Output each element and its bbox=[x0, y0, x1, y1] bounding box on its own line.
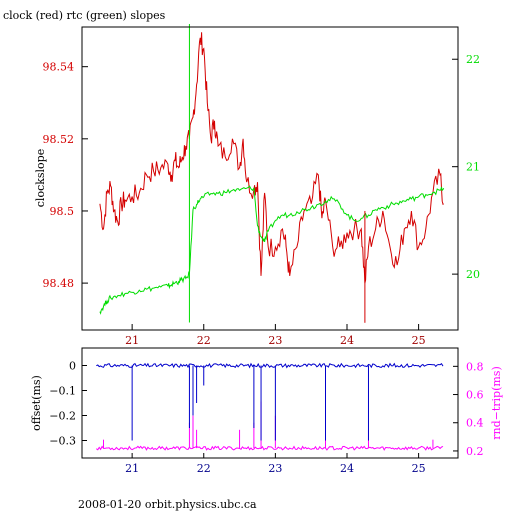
bottom-right-tick-label: 0.2 bbox=[466, 445, 484, 458]
bottom-x-tick-label: 25 bbox=[412, 462, 426, 475]
bottom-right-axis-label: rnd−trip(ms) bbox=[490, 366, 503, 440]
footer-text: 2008-01-20 orbit.physics.ubc.ca bbox=[78, 498, 257, 511]
top-plot-frame bbox=[81, 26, 459, 331]
top-left-tick-label: 98.54 bbox=[43, 61, 75, 74]
bottom-left-tick-label: −0.1 bbox=[49, 385, 76, 398]
top-x-tick-label: 23 bbox=[268, 334, 282, 347]
bottom-x-tick-label: 24 bbox=[340, 462, 354, 475]
series-offset-line bbox=[96, 362, 444, 369]
series-clock-line bbox=[99, 32, 444, 284]
bottom-right-tick-label: 0.6 bbox=[466, 389, 484, 402]
top-x-tick-label: 25 bbox=[412, 334, 426, 347]
bottom-left-tick-label: −0.2 bbox=[49, 410, 76, 423]
bottom-left-axis-label: offset(ms) bbox=[30, 375, 43, 431]
bottom-x-tick-label: 21 bbox=[125, 462, 139, 475]
bottom-x-tick-label: 22 bbox=[197, 462, 211, 475]
top-right-tick-label: 21 bbox=[466, 161, 480, 174]
top-x-tick-label: 21 bbox=[125, 334, 139, 347]
series-rndtrip-line bbox=[96, 445, 444, 451]
top-left-tick-label: 98.48 bbox=[43, 277, 75, 290]
top-left-tick-label: 98.52 bbox=[43, 133, 75, 146]
top-right-tick-label: 20 bbox=[466, 268, 480, 281]
top-x-tick-label: 22 bbox=[197, 334, 211, 347]
chart-title: clock (red) rtc (green) slopes bbox=[3, 9, 166, 22]
series-rtc-line bbox=[99, 185, 445, 315]
bottom-x-tick-label: 23 bbox=[268, 462, 282, 475]
bottom-right-tick-label: 0.4 bbox=[466, 417, 484, 430]
bottom-left-tick-label: −0.3 bbox=[49, 435, 76, 448]
bottom-plot-frame bbox=[81, 347, 459, 459]
bottom-right-tick-label: 0.8 bbox=[466, 360, 484, 373]
top-y-axis-label: clockslope bbox=[34, 149, 47, 207]
top-x-tick-label: 24 bbox=[340, 334, 354, 347]
bottom-left-tick-label: 0 bbox=[69, 360, 76, 373]
top-right-tick-label: 22 bbox=[466, 53, 480, 66]
top-left-tick-label: 98.5 bbox=[50, 205, 75, 218]
